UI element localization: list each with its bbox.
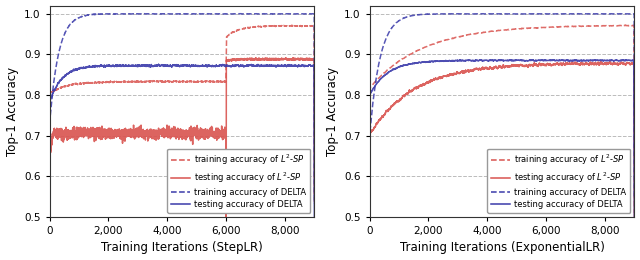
X-axis label: Training Iterations (ExponentialLR): Training Iterations (ExponentialLR) <box>399 242 604 255</box>
Legend: training accuracy of $L^2$-$SP$, testing accuracy of $L^2$-$SP$, training accura: training accuracy of $L^2$-$SP$, testing… <box>167 149 310 213</box>
X-axis label: Training Iterations (StepLR): Training Iterations (StepLR) <box>101 242 263 255</box>
Legend: training accuracy of $L^2$-$SP$, testing accuracy of $L^2$-$SP$, training accura: training accuracy of $L^2$-$SP$, testing… <box>487 149 630 213</box>
Y-axis label: Top-1 Accuracy: Top-1 Accuracy <box>326 67 339 156</box>
Y-axis label: Top-1 Accuracy: Top-1 Accuracy <box>6 67 19 156</box>
